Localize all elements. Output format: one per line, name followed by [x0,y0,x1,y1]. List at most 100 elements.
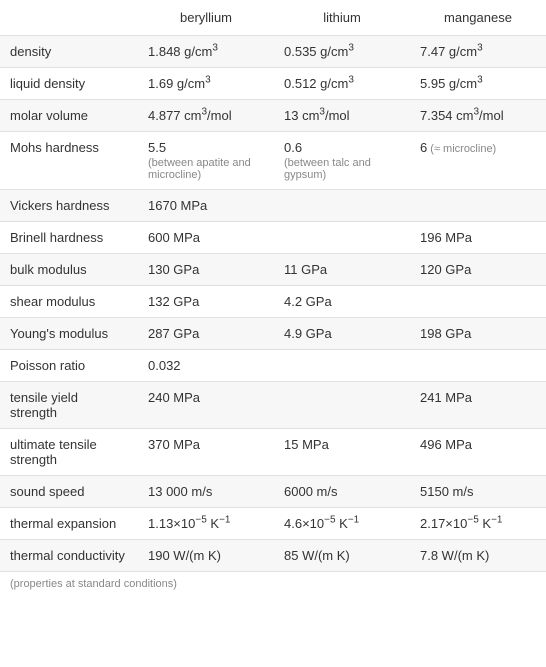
cell-value: 1670 MPa [148,198,207,213]
table-body: density1.848 g/cm30.535 g/cm37.47 g/cm3l… [0,36,546,572]
cell: 0.032 [138,350,274,382]
cell: 287 GPa [138,318,274,350]
row-label: sound speed [0,476,138,508]
header-col-2: manganese [410,0,546,36]
cell-value: 7.354 cm3/mol [420,108,504,123]
cell: 0.512 g/cm3 [274,68,410,100]
cell: 5.5 (between apatite and microcline) [138,132,274,190]
cell-value: 13 000 m/s [148,484,212,499]
cell-value: 132 GPa [148,294,199,309]
cell-value: 6 (≈ microcline) [420,140,496,155]
cell-value: 15 MPa [284,437,329,452]
header-col-0: beryllium [138,0,274,36]
cell-value: 241 MPa [420,390,472,405]
cell-value: 85 W/(m K) [284,548,350,563]
header-row: beryllium lithium manganese [0,0,546,36]
cell: 6000 m/s [274,476,410,508]
cell-value: 0.6 [284,140,302,155]
row-label: liquid density [0,68,138,100]
table-row: Mohs hardness 5.5 (between apatite and mic… [0,132,546,190]
cell: 1.69 g/cm3 [138,68,274,100]
cell [410,286,546,318]
cell-value: 1.69 g/cm3 [148,76,211,91]
table-row: liquid density 1.69 g/cm3 0.512 g/cm3 5.95 … [0,68,546,100]
cell: 5150 m/s [410,476,546,508]
cell: 2.17×10−5 K−1 [410,508,546,540]
cell-value: 287 GPa [148,326,199,341]
row-label: thermal conductivity [0,540,138,572]
cell: 370 MPa [138,429,274,476]
cell-value: 196 MPa [420,230,472,245]
row-label: molar volume [0,100,138,132]
row-label: Young's modulus [0,318,138,350]
cell: 85 W/(m K) [274,540,410,572]
header-col-1: lithium [274,0,410,36]
row-label: bulk modulus [0,254,138,286]
cell-value: 1.13×10−5 K−1 [148,516,230,531]
cell-value: 4.6×10−5 K−1 [284,516,359,531]
cell: 1.13×10−5 K−1 [138,508,274,540]
cell-value: 190 W/(m K) [148,548,221,563]
cell-value: 130 GPa [148,262,199,277]
cell-value: 4.877 cm3/mol [148,108,232,123]
table-row: thermal expansion 1.13×10−5 K−1 4.6×10−5 K… [0,508,546,540]
cell-value: 7.47 g/cm3 [420,44,483,59]
table-row: Poisson ratio0.032 [0,350,546,382]
row-label: ultimate tensile strength [0,429,138,476]
cell-value: 600 MPa [148,230,200,245]
cell-value: 7.8 W/(m K) [420,548,489,563]
cell: 4.6×10−5 K−1 [274,508,410,540]
cell-value: 2.17×10−5 K−1 [420,516,502,531]
row-label: Poisson ratio [0,350,138,382]
table-row: bulk modulus 130 GPa 11 GPa120 GPa [0,254,546,286]
cell: 0.6(between talc and gypsum) [274,132,410,190]
cell-value: 240 MPa [148,390,200,405]
cell-value: 198 GPa [420,326,471,341]
table-row: Brinell hardness 600 MPa 196 MPa [0,222,546,254]
cell-value: 4.2 GPa [284,294,332,309]
cell: 600 MPa [138,222,274,254]
cell: 496 MPa [410,429,546,476]
table-row: molar volume 4.877 cm3/mol 13 cm3/mol 7.354… [0,100,546,132]
properties-table: beryllium lithium manganese density1.848… [0,0,546,572]
table-row: shear modulus132 GPa4.2 GPa [0,286,546,318]
cell-value: 6000 m/s [284,484,337,499]
table-row: ultimate tensile strength370 MPa 15 MPa 49… [0,429,546,476]
cell: 130 GPa [138,254,274,286]
cell: 240 MPa [138,382,274,429]
cell-value: 0.512 g/cm3 [284,76,354,91]
cell: 241 MPa [410,382,546,429]
cell: 196 MPa [410,222,546,254]
cell: 7.47 g/cm3 [410,36,546,68]
cell-note: (≈ microcline) [427,143,496,155]
cell: 1670 MPa [138,190,274,222]
cell: 4.9 GPa [274,318,410,350]
cell: 7.354 cm3/mol [410,100,546,132]
cell-value: 0.535 g/cm3 [284,44,354,59]
row-label: Mohs hardness [0,132,138,190]
cell: 0.535 g/cm3 [274,36,410,68]
cell-value: 13 cm3/mol [284,108,350,123]
cell: 198 GPa [410,318,546,350]
cell: 132 GPa [138,286,274,318]
cell-value: 5150 m/s [420,484,473,499]
cell: 5.95 g/cm3 [410,68,546,100]
cell-note: (between apatite and microcline) [148,157,264,181]
cell: 11 GPa [274,254,410,286]
cell: 6 (≈ microcline) [410,132,546,190]
cell: 190 W/(m K) [138,540,274,572]
cell [274,350,410,382]
cell: 7.8 W/(m K) [410,540,546,572]
cell: 4.2 GPa [274,286,410,318]
cell: 120 GPa [410,254,546,286]
cell: 15 MPa [274,429,410,476]
header-empty [0,0,138,36]
cell-value: 5.5 [148,140,166,155]
cell [274,190,410,222]
cell: 1.848 g/cm3 [138,36,274,68]
row-label: thermal expansion [0,508,138,540]
cell-value: 1.848 g/cm3 [148,44,218,59]
row-label: Brinell hardness [0,222,138,254]
cell-value: 496 MPa [420,437,472,452]
table-row: tensile yield strength240 MPa241 MPa [0,382,546,429]
